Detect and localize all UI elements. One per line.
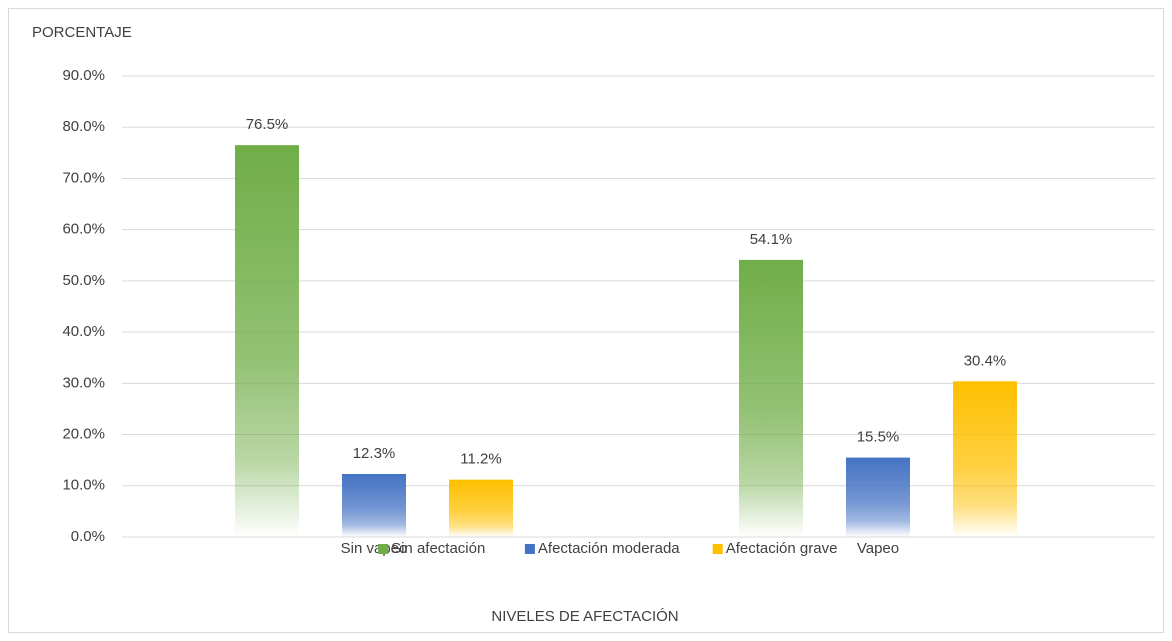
value-label: 54.1%: [750, 231, 793, 248]
value-label: 11.2%: [460, 451, 501, 468]
bar: [953, 381, 1017, 537]
legend-swatch: [524, 544, 535, 554]
y-tick-label: 50.0%: [62, 272, 105, 289]
bar: [449, 479, 513, 537]
legend-label: Afectación grave: [726, 540, 838, 557]
legend-swatch: [378, 544, 389, 554]
y-tick-label: 40.0%: [62, 323, 105, 340]
y-tick-label: 0.0%: [71, 528, 105, 545]
x-tick-label: Vapeo: [857, 540, 899, 557]
y-tick-label: 10.0%: [62, 477, 105, 494]
y-axis-label: PORCENTAJE: [32, 24, 132, 41]
x-axis-label: NIVELES DE AFECTACIÓN: [491, 608, 678, 625]
value-label: 15.5%: [857, 429, 900, 446]
value-label: 12.3%: [353, 445, 396, 462]
value-label: 30.4%: [964, 352, 1007, 369]
chart-border: [8, 8, 1164, 633]
y-tick-label: 20.0%: [62, 426, 105, 443]
legend-label: Sin afectación: [391, 540, 485, 557]
y-tick-label: 80.0%: [62, 118, 105, 135]
x-tick-label: Sin vapeo: [341, 540, 408, 557]
legend-label: Afectación moderada: [538, 540, 680, 557]
y-tick-label: 60.0%: [62, 221, 105, 238]
y-tick-label: 90.0%: [62, 67, 105, 84]
value-label: 76.5%: [246, 116, 289, 133]
bar: [846, 457, 910, 537]
bar: [739, 259, 803, 537]
legend-swatch: [712, 544, 723, 554]
y-tick-label: 70.0%: [62, 169, 105, 186]
bar: [342, 473, 406, 537]
y-tick-label: 30.0%: [62, 374, 105, 391]
bar: [235, 145, 299, 537]
